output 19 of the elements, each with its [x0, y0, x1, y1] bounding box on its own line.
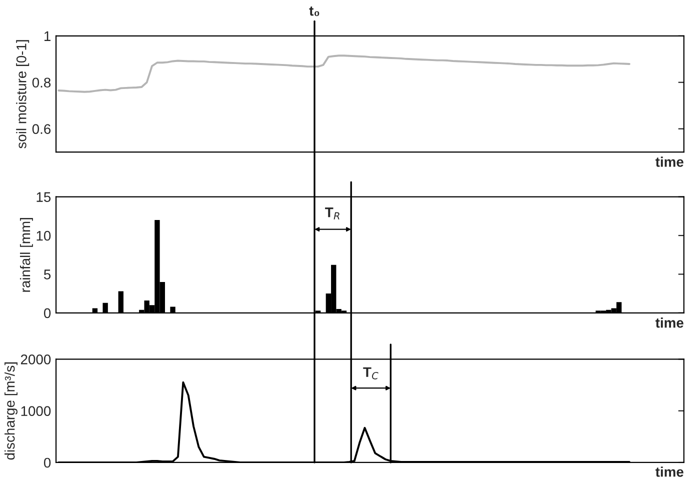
- annotation: T$_{R}$: [325, 208, 340, 220]
- y-tick-label: 1000: [21, 406, 51, 416]
- y-tick-label: 5: [44, 270, 51, 280]
- y-tick-label: 2000: [20, 354, 51, 364]
- text: t₀: [309, 6, 320, 16]
- y-axis-title: soil moisture [0-1]: [16, 40, 30, 148]
- y-tick-label: 0: [44, 458, 51, 468]
- y-tick-label: 0: [44, 308, 51, 318]
- x-axis-title: time: [655, 156, 684, 167]
- y-tick-label: 1: [44, 31, 50, 41]
- annotation: T$_{C}$: [363, 367, 378, 380]
- x-axis-title: time: [655, 466, 684, 477]
- y-tick-label: 15: [36, 192, 51, 202]
- y-axis-title: rainfall [mm]: [20, 218, 33, 292]
- y-tick-label: 10: [36, 230, 51, 241]
- y-tick-label: 0.6: [32, 124, 51, 134]
- y-axis-title: discharge [m³/s]: [4, 362, 18, 460]
- x-axis-title: time: [655, 318, 684, 328]
- y-tick-label: 0.8: [32, 78, 51, 88]
